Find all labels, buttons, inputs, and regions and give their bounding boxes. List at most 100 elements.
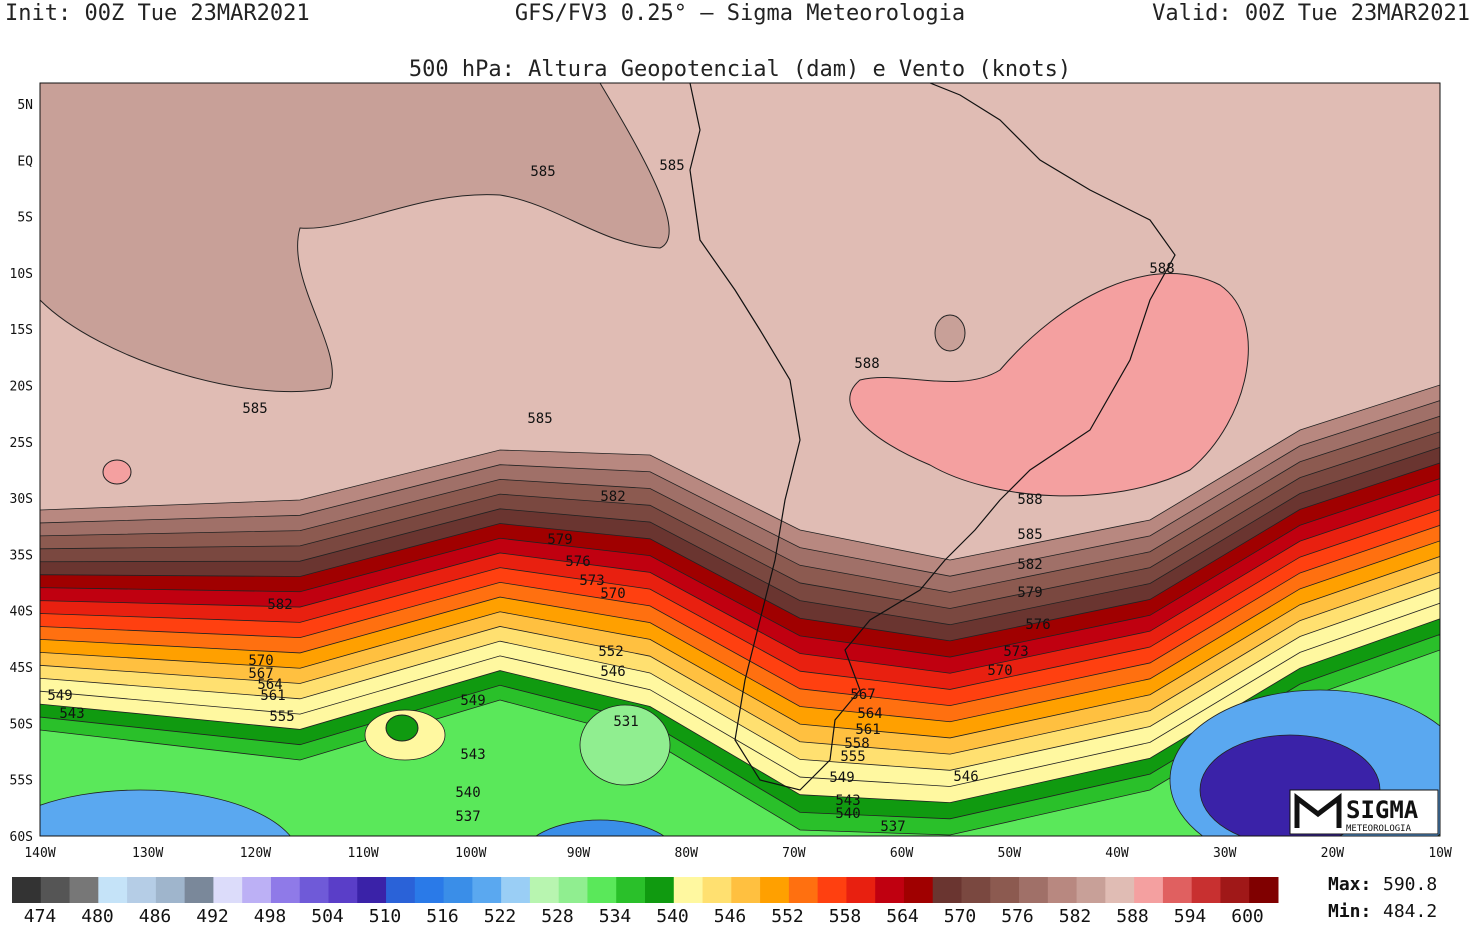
colorbar-swatch: [270, 877, 301, 903]
contour-label: 585: [659, 158, 684, 174]
colorbar-label: 558: [829, 906, 862, 924]
lon-label: 50W: [998, 846, 1022, 861]
colorbar-swatch: [1220, 877, 1250, 903]
colorbar-swatch: [731, 877, 761, 903]
colorbar-swatch: [990, 877, 1020, 903]
max-label: Max:: [1328, 874, 1371, 895]
lat-label: 5N: [17, 98, 33, 113]
contour-label: 585: [527, 411, 552, 427]
contour-label: 531: [613, 714, 638, 730]
colorbar-label: 534: [599, 906, 632, 924]
colorbar-swatch: [1191, 877, 1221, 903]
colorbar-swatch: [1019, 877, 1049, 903]
lon-label: 40W: [1105, 846, 1129, 861]
contour-label: 561: [260, 688, 285, 704]
colorbar-label: 474: [24, 906, 57, 924]
lat-label: 20S: [10, 380, 33, 395]
colorbar-label: 600: [1231, 906, 1264, 924]
contour-label: 588: [1149, 261, 1174, 277]
lat-label: 15S: [10, 323, 33, 338]
colorbar-label: 540: [656, 906, 689, 924]
contour-label: 564: [257, 677, 282, 693]
contour-label: 573: [1003, 644, 1028, 660]
lon-label: 90W: [567, 846, 591, 861]
colorbar-swatch: [155, 877, 186, 903]
lat-label: 10S: [10, 267, 33, 282]
lon-label: 70W: [782, 846, 806, 861]
colorbar-label: 516: [426, 906, 459, 924]
colorbar-swatch: [529, 877, 560, 903]
contour-label: 585: [1017, 527, 1042, 543]
colorbar-swatch: [1134, 877, 1164, 903]
colorbar-label: 570: [944, 906, 977, 924]
logo: SIGMA METEOROLOGIA: [1289, 789, 1439, 835]
contour-label: 540: [835, 806, 860, 822]
lon-label: 20W: [1321, 846, 1345, 861]
contour-label: 549: [460, 693, 485, 709]
contour-label: 540: [455, 785, 480, 801]
colorbar-swatch: [932, 877, 962, 903]
colorbar-swatch: [1076, 877, 1106, 903]
contour-label: 543: [460, 747, 485, 763]
colorbar-label: 522: [484, 906, 517, 924]
colorbar-label: 504: [311, 906, 344, 924]
colorbar-swatch: [12, 877, 42, 903]
logo-name: SIGMA: [1346, 796, 1419, 824]
colorbar-label: 510: [369, 906, 402, 924]
colorbar-swatch: [299, 877, 329, 903]
colorbar-swatch: [875, 877, 905, 903]
colorbar-swatch: [673, 877, 704, 903]
colorbar-label: 576: [1001, 906, 1034, 924]
contour-label: 582: [600, 489, 625, 505]
colorbar-label: 480: [81, 906, 114, 924]
lon-label: 60W: [890, 846, 914, 861]
local-high: [934, 314, 966, 352]
contour-label: 573: [579, 573, 604, 589]
contour-label: 546: [600, 664, 625, 680]
contour-label: 579: [1017, 585, 1042, 601]
lon-label: 80W: [674, 846, 698, 861]
lat-label: 50S: [10, 717, 33, 732]
colorbar-swatch: [357, 877, 387, 903]
contour-label: 543: [59, 706, 84, 722]
contour-label: 582: [267, 597, 292, 613]
colorbar-swatch: [242, 877, 272, 903]
colorbar-swatch: [69, 877, 99, 903]
contour-label: 582: [1017, 557, 1042, 573]
contour-label: 588: [1017, 492, 1042, 508]
lon-label: 120W: [240, 846, 271, 861]
lon-label: 140W: [24, 846, 55, 861]
map-subtitle: 500 hPa: Altura Geopotencial (dam) e Ven…: [409, 57, 1071, 82]
colorbar-label: 528: [541, 906, 574, 924]
colorbar-label: 588: [1116, 906, 1149, 924]
high-588-small: [102, 459, 132, 485]
colorbar-swatch: [127, 877, 157, 903]
lon-label: 10W: [1428, 846, 1452, 861]
colorbar-swatch: [616, 877, 646, 903]
colorbar-swatch: [414, 877, 445, 903]
contour-label: 549: [47, 688, 72, 704]
map-frame: [39, 82, 1441, 837]
lat-label: EQ: [17, 154, 33, 169]
colorbar-swatch: [645, 877, 675, 903]
contour-label: 546: [953, 769, 978, 785]
min-label: Min:: [1328, 901, 1371, 922]
colorbar-label: 492: [196, 906, 229, 924]
contour-label: 576: [565, 554, 590, 570]
contour-label: 555: [269, 709, 294, 725]
colorbar-swatch: [1105, 877, 1135, 903]
contour-label: 555: [840, 749, 865, 765]
colorbar-label: 594: [1174, 906, 1207, 924]
contour-label: 570: [600, 586, 625, 602]
contour-label: 558: [844, 736, 869, 752]
colorbar-swatch: [760, 877, 790, 903]
model-title: GFS/FV3 0.25° — Sigma Meteorologia: [515, 1, 965, 26]
colorbar-label: 564: [886, 906, 919, 924]
colorbar-swatch: [184, 877, 214, 903]
high-588: [849, 273, 1249, 497]
contour-label: 537: [455, 809, 480, 825]
colorbar-swatch: [1249, 877, 1279, 903]
contour-label: 561: [855, 722, 880, 738]
height-cell: [40, 789, 291, 836]
